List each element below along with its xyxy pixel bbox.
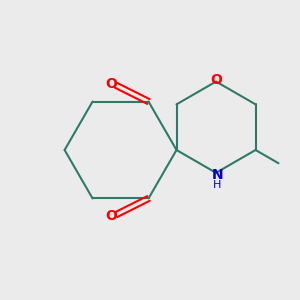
Text: O: O — [210, 73, 222, 87]
Text: N: N — [212, 168, 223, 182]
Text: H: H — [213, 180, 222, 190]
Text: O: O — [105, 77, 117, 91]
Text: O: O — [105, 209, 117, 223]
